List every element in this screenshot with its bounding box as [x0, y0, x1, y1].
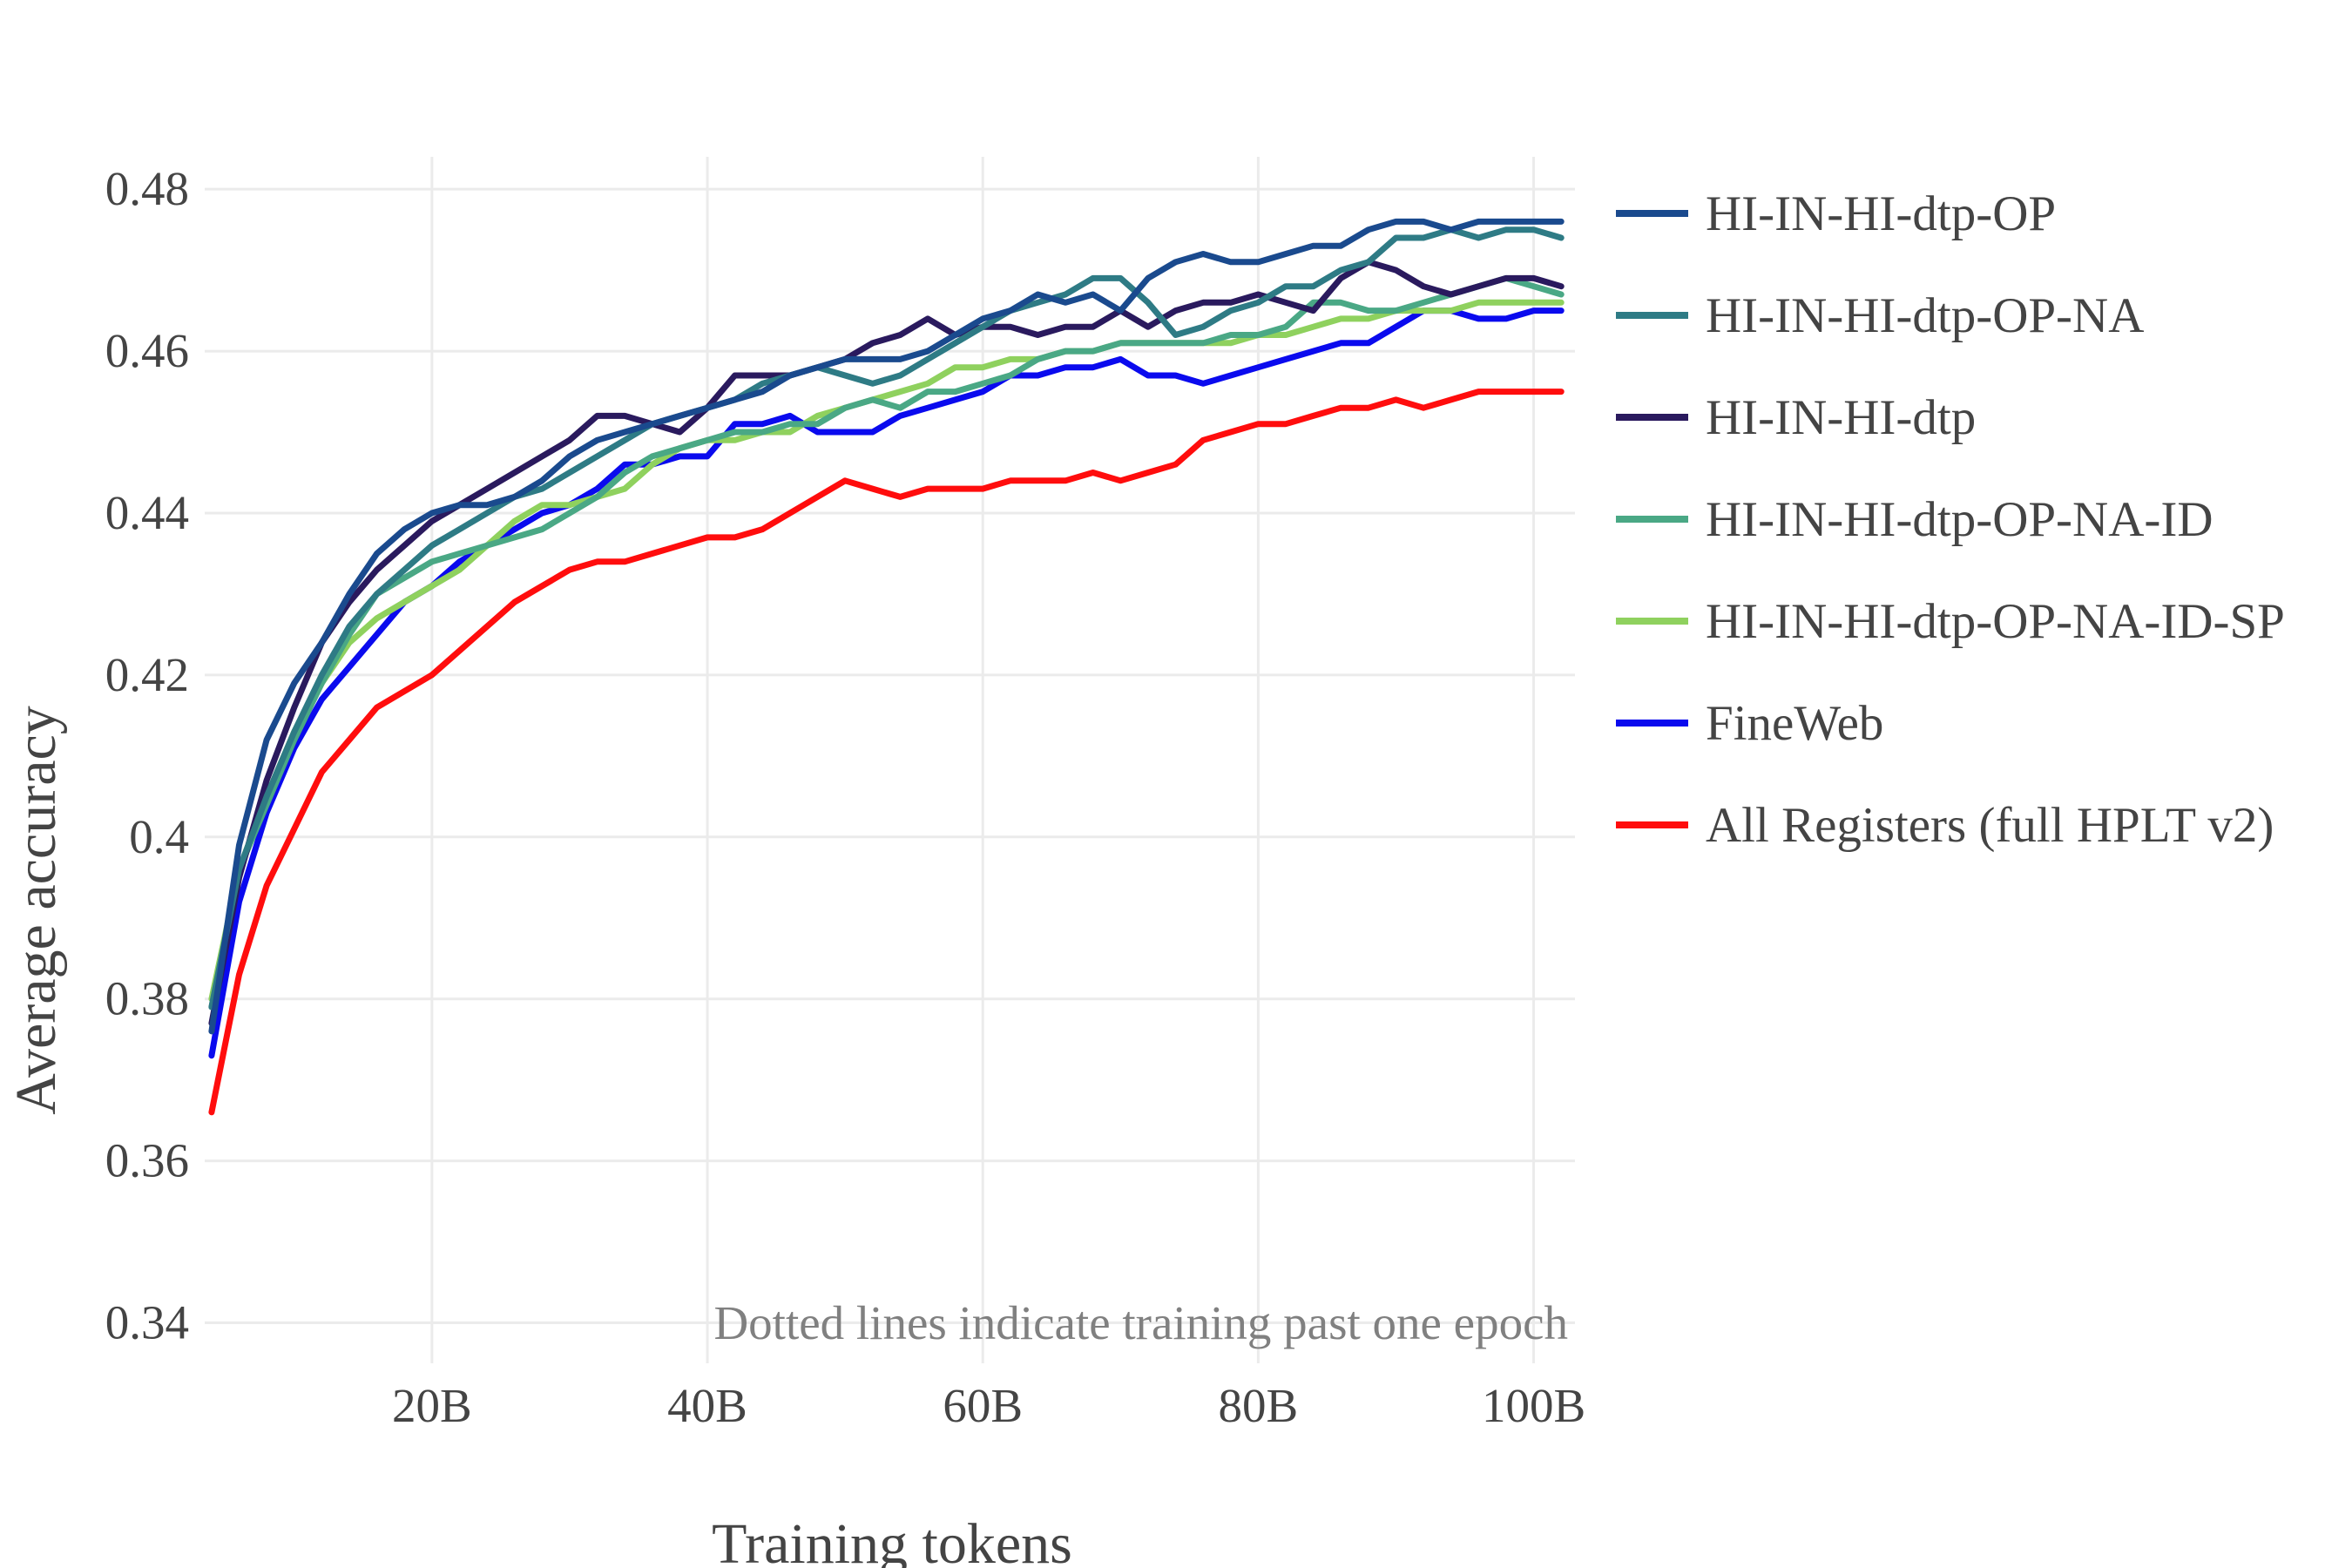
x-tick-label: 20B: [392, 1379, 472, 1432]
y-tick-label: 0.46: [105, 324, 189, 377]
series-line-hi-in-hi-dtp-op: [208, 218, 1565, 1035]
series-line-hi-in-hi-dtp-op-na-id-sp: [208, 299, 1565, 1003]
series-line-hi-in-hi-dtp-op-na-id: [208, 274, 1565, 1010]
x-gridlines: [430, 157, 1536, 1363]
x-tick-label: 60B: [943, 1379, 1023, 1432]
y-tick-label: 0.34: [105, 1296, 189, 1349]
x-tick-label: 80B: [1219, 1379, 1299, 1432]
y-tick-label: 0.42: [105, 648, 189, 701]
legend-label: HI-IN-HI-dtp-OP-NA: [1706, 288, 2144, 343]
legend-label: HI-IN-HI-dtp-OP: [1706, 186, 2056, 241]
x-tick-label: 40B: [667, 1379, 747, 1432]
legend-label: HI-IN-HI-dtp-OP-NA-ID-SP: [1706, 594, 2285, 649]
legend-label: HI-IN-HI-dtp: [1706, 390, 1976, 445]
y-axis-ticks: 0.34 0.36 0.38 0.4 0.42 0.44 0.46 0.48: [105, 162, 189, 1348]
series-line-hi-in-hi-dtp-op-na: [208, 226, 1565, 1010]
y-tick-label: 0.38: [105, 972, 189, 1025]
series-line-all-registers-full-hplt-v2: [208, 389, 1565, 1116]
x-tick-label: 100B: [1482, 1379, 1585, 1432]
series-line-hi-in-hi-dtp: [208, 259, 1565, 1027]
legend-label: HI-IN-HI-dtp-OP-NA-ID: [1706, 492, 2213, 547]
legend: HI-IN-HI-dtp-OP HI-IN-HI-dtp-OP-NA HI-IN-H…: [1616, 186, 2285, 853]
y-tick-label: 0.48: [105, 162, 189, 215]
y-tick-label: 0.44: [105, 486, 189, 539]
annotation-text: Dotted lines indicate training past one …: [713, 1296, 1568, 1349]
series-lines: [208, 218, 1565, 1116]
x-axis-title: Training tokens: [712, 1512, 1072, 1568]
legend-label: All Registers (full HPLT v2): [1706, 798, 2274, 853]
y-tick-label: 0.4: [129, 810, 189, 863]
legend-label: FineWeb: [1706, 696, 1883, 751]
y-tick-label: 0.36: [105, 1134, 189, 1187]
x-axis-ticks: 20B 40B 60B 80B 100B: [392, 1379, 1585, 1432]
y-axis-title: Average accuracy: [4, 706, 68, 1115]
